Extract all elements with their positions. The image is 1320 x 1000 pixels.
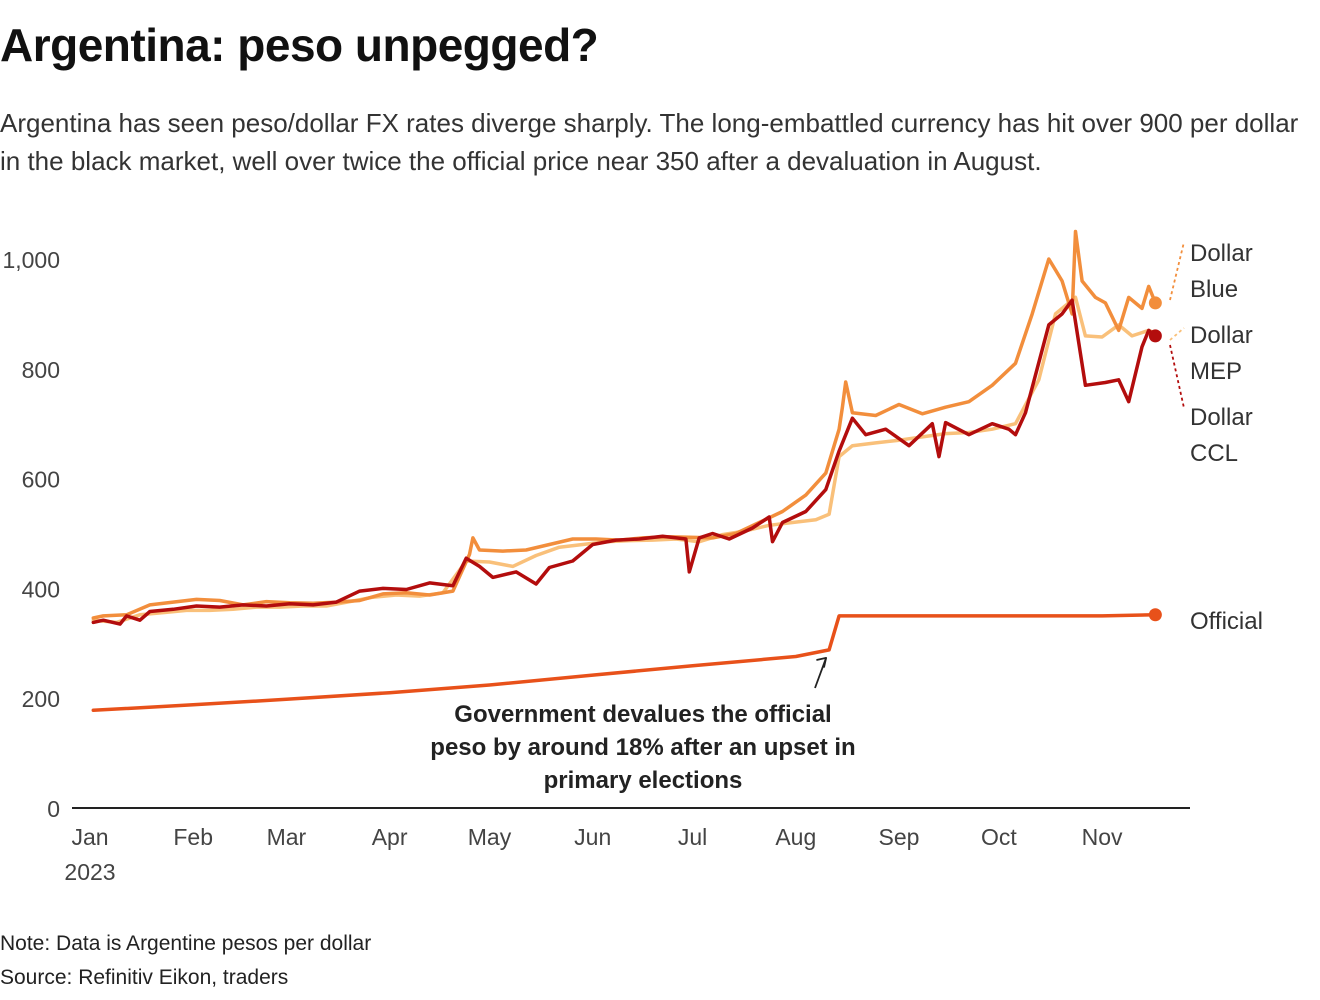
series-line-dollar-ccl	[91, 298, 1158, 626]
x-tick-label: Jul	[678, 824, 707, 850]
annotation-arrow-head	[816, 656, 827, 668]
x-tick-label: Sep	[879, 824, 920, 850]
chart-title: Argentina: peso unpegged?	[0, 19, 599, 71]
label-leader-line	[1169, 241, 1185, 301]
chart-source: Source: Refinitiv Eikon, traders	[0, 966, 289, 989]
chart-note: Note: Data is Argentine pesos per dollar	[0, 932, 372, 955]
x-tick-label: Nov	[1082, 824, 1123, 850]
x-tick-label: Jun	[574, 824, 611, 850]
label-leader-line	[1169, 344, 1185, 409]
label-leader-line	[1169, 327, 1185, 341]
series-label: Dollar	[1190, 322, 1253, 349]
series-end-dot-official	[1148, 608, 1162, 622]
y-tick-label: 800	[22, 357, 60, 383]
line-chart: 0 200 400 600 800 1,000 Jan 2023 Feb Mar Apr May Ju…	[2, 229, 1263, 885]
annotation-text-line: Government devalues the official	[454, 701, 831, 728]
series-label: Dollar	[1190, 404, 1253, 431]
x-tick-label: Oct	[981, 824, 1017, 850]
devaluation-annotation: Government devalues the official peso by …	[430, 656, 856, 794]
x-axis: Jan 2023 Feb Mar Apr May Jun Jul Aug Sep Oct Nov	[64, 807, 1190, 885]
y-tick-label: 0	[47, 796, 60, 822]
series-line-dollar-mep	[91, 295, 1158, 625]
x-tick-label: Feb	[173, 824, 213, 850]
series-label: Blue	[1190, 276, 1238, 303]
series-end-dot-dollar-blue	[1148, 296, 1162, 310]
series-labels: Official Dollar Blue Dollar MEP Dollar CCL	[1169, 240, 1263, 635]
series-line-official	[91, 613, 1158, 713]
x-tick-label: Apr	[372, 824, 408, 850]
x-tick-label: Mar	[267, 824, 307, 850]
annotation-text-line: peso by around 18% after an upset in	[430, 734, 855, 761]
x-tick-sublabel: 2023	[64, 859, 115, 885]
x-tick-label: Aug	[775, 824, 816, 850]
series-end-dot-dollar-ccl	[1148, 329, 1162, 343]
annotation-text-line: primary elections	[544, 767, 743, 794]
series-label: Official	[1190, 608, 1263, 635]
series-label: MEP	[1190, 358, 1242, 385]
x-tick-label: Jan	[71, 824, 108, 850]
series-label: Dollar	[1190, 240, 1253, 267]
y-axis-ticks: 0 200 400 600 800 1,000	[2, 247, 60, 822]
y-tick-label: 600	[22, 467, 60, 493]
series-label: CCL	[1190, 440, 1238, 467]
y-tick-label: 200	[22, 686, 60, 712]
x-tick-label: May	[468, 824, 512, 850]
series-lines	[91, 229, 1162, 713]
chart-subtitle: Argentina has seen peso/dollar FX rates …	[0, 108, 1299, 176]
y-tick-label: 1,000	[2, 247, 60, 273]
y-tick-label: 400	[22, 576, 60, 602]
